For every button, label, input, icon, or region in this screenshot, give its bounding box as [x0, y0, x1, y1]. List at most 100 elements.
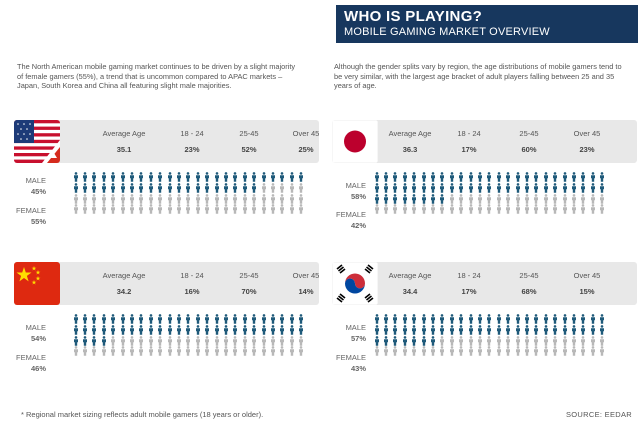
male-person-icon	[475, 172, 484, 183]
female-person-icon	[231, 335, 240, 347]
male-person-icon	[522, 172, 531, 183]
male-person-icon	[494, 324, 503, 336]
male-person-icon	[90, 324, 99, 336]
male-person-icon	[503, 314, 512, 325]
female-person-icon	[419, 204, 428, 215]
female-person-icon	[287, 335, 296, 347]
female-person-icon	[447, 335, 456, 347]
female-person-icon	[513, 346, 522, 357]
male-person-icon	[212, 172, 221, 183]
male-person-icon	[156, 314, 165, 325]
female-person-icon	[278, 193, 287, 205]
male-person-icon	[184, 182, 193, 194]
female-person-icon	[184, 204, 193, 215]
age-18-24-value: 23%	[184, 145, 200, 154]
south-korea-flag	[332, 262, 378, 305]
us-canada-flag	[14, 120, 60, 163]
female-person-icon	[494, 346, 503, 357]
female-person-icon	[419, 346, 428, 357]
male-person-icon	[137, 182, 146, 194]
female-person-icon	[174, 204, 183, 215]
female-person-icon	[522, 204, 531, 215]
male-person-icon	[513, 182, 522, 194]
male-person-icon	[400, 324, 409, 336]
male-person-icon	[240, 182, 249, 194]
female-person-icon	[193, 346, 202, 357]
female-person-icon	[268, 346, 277, 357]
female-person-icon	[588, 193, 597, 205]
female-person-icon	[485, 204, 494, 215]
female-person-icon	[109, 204, 118, 215]
male-person-icon	[156, 172, 165, 183]
female-percent: 46%	[30, 364, 46, 373]
male-person-icon	[202, 324, 211, 336]
male-person-icon	[287, 324, 296, 336]
avg-age-header: Average Age	[102, 271, 146, 280]
male-person-icon	[99, 182, 108, 194]
female-person-icon	[494, 335, 503, 347]
female-person-icon	[560, 346, 569, 357]
male-person-icon	[513, 324, 522, 336]
title-banner: WHO IS PLAYING? MOBILE GAMING MARKET OVE…	[336, 5, 638, 43]
female-person-icon	[71, 346, 80, 357]
female-person-icon	[212, 346, 221, 357]
female-person-icon	[165, 204, 174, 215]
female-person-icon	[485, 346, 494, 357]
female-person-icon	[259, 346, 268, 357]
female-person-icon	[513, 335, 522, 347]
male-label: MALE	[25, 323, 46, 332]
female-person-icon	[259, 335, 268, 347]
female-person-icon	[184, 346, 193, 357]
female-person-icon	[118, 335, 127, 347]
male-person-icon	[259, 172, 268, 183]
male-person-icon	[202, 182, 211, 194]
female-person-icon	[202, 335, 211, 347]
female-person-icon	[560, 335, 569, 347]
male-person-icon	[268, 324, 277, 336]
male-person-icon	[193, 314, 202, 325]
male-person-icon	[278, 314, 287, 325]
male-person-icon	[71, 324, 80, 336]
male-percent: 54%	[30, 334, 46, 343]
male-person-icon	[372, 182, 381, 194]
male-person-icon	[457, 172, 466, 183]
age-18-24-value: 16%	[184, 287, 200, 296]
female-person-icon	[560, 204, 569, 215]
female-person-icon	[193, 335, 202, 347]
male-person-icon	[71, 335, 80, 347]
female-person-icon	[579, 193, 588, 205]
male-person-icon	[90, 314, 99, 325]
male-person-icon	[522, 182, 531, 194]
male-person-icon	[372, 314, 381, 325]
female-person-icon	[109, 193, 118, 205]
female-person-icon	[296, 182, 305, 194]
female-person-icon	[90, 193, 99, 205]
female-person-icon	[579, 346, 588, 357]
male-person-icon	[560, 314, 569, 325]
female-person-icon	[174, 346, 183, 357]
male-percent: 58%	[350, 192, 366, 201]
male-person-icon	[419, 324, 428, 336]
male-person-icon	[410, 314, 419, 325]
female-person-icon	[532, 335, 541, 347]
male-person-icon	[80, 172, 89, 183]
female-person-icon	[268, 335, 277, 347]
female-person-icon	[287, 182, 296, 194]
male-percent: 57%	[350, 334, 366, 343]
avg-age-value: 35.1	[116, 145, 132, 154]
male-person-icon	[541, 172, 550, 183]
female-person-icon	[146, 346, 155, 357]
male-person-icon	[494, 314, 503, 325]
female-person-icon	[569, 335, 578, 347]
male-person-icon	[221, 324, 230, 336]
female-person-icon	[447, 346, 456, 357]
male-person-icon	[165, 182, 174, 194]
male-person-icon	[80, 335, 89, 347]
age-18-24-header: 18 - 24	[180, 271, 204, 280]
female-person-icon	[569, 193, 578, 205]
male-person-icon	[118, 314, 127, 325]
female-person-icon	[80, 346, 89, 357]
male-person-icon	[296, 172, 305, 183]
male-person-icon	[146, 182, 155, 194]
male-label: MALE	[345, 181, 366, 190]
